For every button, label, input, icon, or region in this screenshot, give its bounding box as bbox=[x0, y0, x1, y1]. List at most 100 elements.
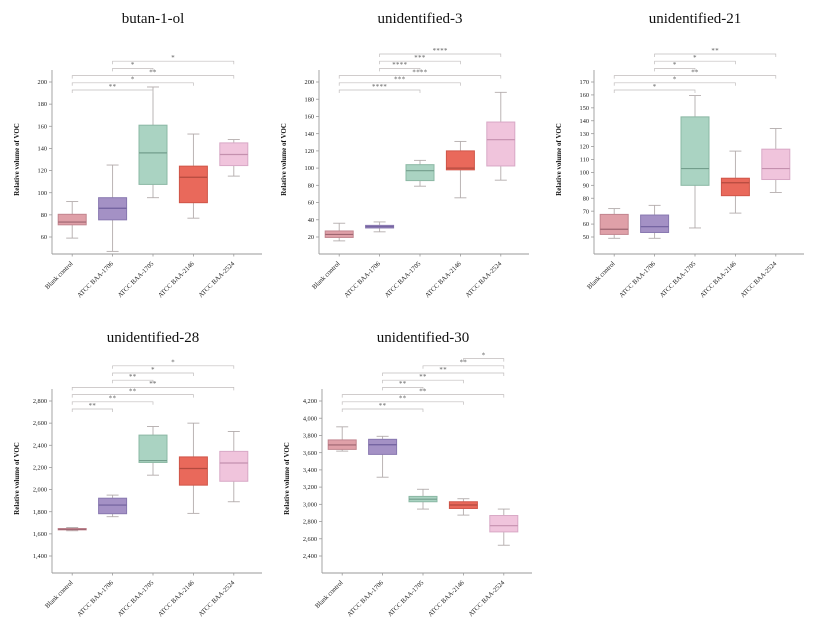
bracket-line bbox=[382, 372, 505, 376]
significance-bracket: ** bbox=[341, 396, 464, 405]
bracket-line bbox=[71, 82, 194, 86]
iqr-box bbox=[405, 164, 435, 182]
bracket-line bbox=[341, 408, 424, 412]
y-tick-label: 80 bbox=[583, 195, 589, 202]
y-axis-label: Relative volume of VOC bbox=[555, 123, 563, 196]
bracket-line bbox=[71, 75, 235, 79]
y-tick-label: 80 bbox=[41, 212, 47, 219]
significance-bracket: * bbox=[654, 55, 736, 65]
boxplot-unidentified-30: unidentified-30 2,400 2,600 2,800 3,000 3,200… bbox=[283, 330, 532, 618]
x-category-label: ATCC BAA-2146 bbox=[427, 579, 466, 618]
boxplot-butan-1-ol: butan-1-ol 60 80 100 120 140 160 180 200 Relative… bbox=[13, 11, 262, 299]
bracket-line bbox=[71, 401, 154, 405]
y-tick-label: 200 bbox=[305, 79, 314, 86]
y-tick-label: 60 bbox=[583, 221, 589, 228]
y-tick-label: 200 bbox=[38, 79, 47, 86]
y-tick-label: 160 bbox=[38, 123, 47, 130]
iqr-box bbox=[57, 213, 87, 226]
bracket-line bbox=[338, 82, 461, 86]
bracket-line bbox=[341, 401, 464, 405]
significance-stars: ** bbox=[419, 388, 427, 395]
y-tick-label: 3,800 bbox=[303, 433, 317, 440]
significance-bracket: *** bbox=[338, 77, 461, 86]
bracket-line bbox=[422, 365, 505, 369]
significance-stars: ** bbox=[460, 360, 468, 367]
box-blank-control bbox=[599, 208, 629, 239]
x-category-label: ATCC BAA-1706 bbox=[76, 579, 115, 618]
box-atcc-baa-1705 bbox=[138, 426, 168, 476]
box-atcc-baa-2146 bbox=[720, 150, 750, 214]
panel-title: unidentified-3 bbox=[378, 11, 463, 27]
y-tick-label: 2,800 bbox=[33, 398, 47, 405]
box-atcc-baa-2524 bbox=[486, 91, 516, 181]
y-tick-label: 50 bbox=[583, 234, 589, 241]
iqr-box bbox=[138, 124, 168, 185]
iqr-box bbox=[219, 450, 249, 482]
significance-stars: ** bbox=[439, 367, 447, 374]
significance-bracket: * bbox=[112, 55, 235, 65]
panel-unidentified-21: unidentified-21 50 60 70 80 90 100 110 120 130 140… bbox=[548, 2, 820, 325]
x-category-label: ATCC BAA-2524 bbox=[464, 260, 503, 299]
y-tick-label: 3,000 bbox=[303, 501, 317, 508]
iqr-box bbox=[761, 148, 791, 181]
y-tick-label: 180 bbox=[305, 96, 314, 103]
y-tick-label: 120 bbox=[38, 168, 47, 175]
y-tick-label: 1,400 bbox=[33, 553, 47, 560]
box-atcc-baa-1706 bbox=[365, 221, 395, 233]
iqr-box bbox=[98, 497, 128, 515]
significance-bracket: ** bbox=[112, 374, 154, 384]
box-atcc-baa-1706 bbox=[98, 494, 128, 518]
significance-stars: * bbox=[693, 55, 697, 62]
iqr-box bbox=[720, 177, 750, 197]
bracket-line bbox=[71, 89, 154, 93]
significance-bracket: ** bbox=[71, 381, 235, 391]
y-tick-label: 2,600 bbox=[33, 420, 47, 427]
bracket-line bbox=[382, 387, 424, 391]
bracket-line bbox=[112, 379, 154, 384]
significance-stars: **** bbox=[433, 48, 448, 55]
y-tick-label: 140 bbox=[305, 131, 314, 138]
significance-stars: * bbox=[482, 352, 486, 359]
panel-title: butan-1-ol bbox=[122, 11, 184, 27]
x-category-label: Blank control bbox=[44, 579, 75, 610]
bracket-line bbox=[71, 408, 113, 412]
significance-stars: * bbox=[673, 62, 677, 69]
bracket-line bbox=[71, 387, 235, 391]
y-tick-label: 1,800 bbox=[33, 509, 47, 516]
box-atcc-baa-2524 bbox=[219, 139, 249, 177]
panel-unidentified-3: unidentified-3 20 40 60 80 100 120 140 160 180 200… bbox=[273, 2, 545, 325]
bracket-line bbox=[112, 372, 194, 376]
bracket-line bbox=[379, 68, 421, 72]
bracket-line bbox=[341, 394, 505, 398]
y-tick-label: 4,200 bbox=[303, 398, 317, 405]
significance-bracket: ** bbox=[341, 388, 505, 398]
x-category-label: ATCC BAA-2524 bbox=[197, 260, 236, 299]
y-tick-label: 70 bbox=[583, 208, 589, 215]
x-category-label: ATCC BAA-1706 bbox=[76, 260, 115, 299]
panel-title: unidentified-21 bbox=[649, 11, 741, 27]
iqr-box bbox=[640, 214, 670, 233]
box-atcc-baa-2524 bbox=[761, 128, 791, 193]
significance-stars: * bbox=[653, 84, 657, 91]
iqr-box bbox=[368, 438, 398, 455]
x-category-label: ATCC BAA-1705 bbox=[117, 579, 156, 618]
y-axis-label: Relative volume of VOC bbox=[283, 442, 291, 515]
y-tick-label: 150 bbox=[580, 105, 589, 112]
y-tick-label: 100 bbox=[305, 165, 314, 172]
bracket-line bbox=[654, 68, 696, 72]
x-category-label: ATCC BAA-2524 bbox=[197, 579, 236, 618]
box-blank-control bbox=[324, 222, 354, 242]
significance-bracket: **** bbox=[379, 62, 421, 72]
x-category-label: ATCC BAA-2146 bbox=[424, 260, 463, 299]
bracket-line bbox=[379, 60, 461, 65]
box-blank-control bbox=[57, 527, 87, 532]
significance-stars: *** bbox=[394, 77, 406, 84]
significance-stars: ** bbox=[399, 396, 407, 403]
y-tick-label: 60 bbox=[308, 200, 314, 207]
box-atcc-baa-2146 bbox=[445, 140, 475, 199]
significance-bracket: ** bbox=[422, 360, 505, 369]
y-tick-label: 2,800 bbox=[303, 519, 317, 526]
significance-stars: * bbox=[151, 367, 155, 374]
bracket-line bbox=[382, 379, 464, 384]
panel-title: unidentified-30 bbox=[377, 330, 469, 346]
